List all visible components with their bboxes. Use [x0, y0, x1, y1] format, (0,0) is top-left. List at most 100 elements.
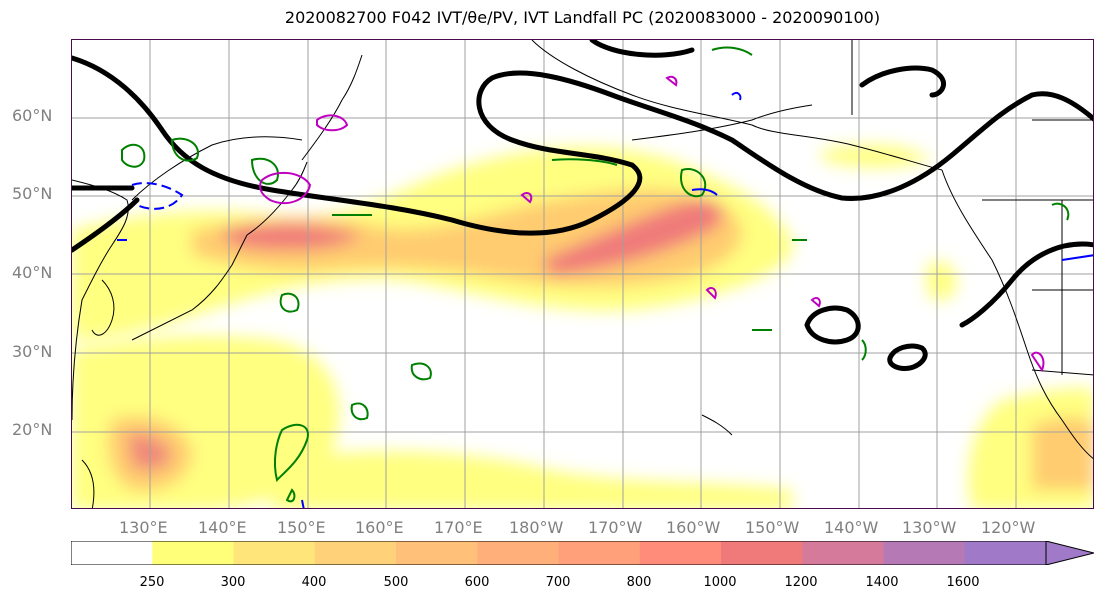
colorbar-tick-300: 300 — [220, 575, 246, 590]
mag-7 — [665, 75, 678, 87]
colorbar-extend-arrow — [1045, 541, 1094, 565]
pv-5 — [273, 423, 309, 482]
mag-4 — [705, 287, 717, 300]
coast-asia — [72, 179, 129, 421]
lon-label-130w: 130°W — [902, 518, 957, 537]
lon-label-140w: 140°W — [824, 518, 879, 537]
colorbar-segment — [233, 541, 316, 565]
landfall-contours — [72, 40, 1093, 371]
mag-6 — [1030, 351, 1045, 373]
mag-5 — [810, 296, 821, 308]
lon-label-120w: 120°W — [981, 518, 1036, 537]
magenta-contours — [259, 75, 1045, 373]
coast-kuril — [246, 161, 308, 236]
ivt-shading — [72, 144, 1093, 508]
pv-12 — [711, 46, 753, 56]
colorbar-tick-1600: 1600 — [946, 575, 980, 590]
lat-label-60: 60°N — [12, 106, 53, 125]
colorbar-segment — [71, 541, 153, 565]
coast-alaska — [531, 40, 943, 171]
pv-2 — [170, 137, 199, 162]
lon-label-170w: 170°W — [588, 518, 643, 537]
ivt-east-mid — [1032, 417, 1093, 490]
landfall-top-1 — [589, 40, 695, 58]
pv-1 — [121, 143, 146, 168]
border-states — [1032, 119, 1093, 375]
pv-3 — [250, 157, 279, 185]
landfall-east — [959, 241, 1093, 328]
colorbar-segment — [152, 541, 234, 565]
theta-3 — [301, 499, 305, 508]
coast-nw-america — [941, 169, 1093, 459]
map-svg — [72, 40, 1093, 508]
mag-1 — [259, 171, 312, 205]
colorbar-segment — [721, 541, 803, 565]
colorbar-segment — [396, 541, 478, 565]
lat-label-40: 40°N — [12, 263, 53, 282]
graticule — [72, 40, 1093, 508]
lon-label-140e: 140°E — [198, 518, 247, 537]
colorbar-segments — [71, 541, 1047, 565]
theta-4 — [1061, 254, 1093, 261]
landfall-southwest — [72, 197, 140, 253]
theta-5 — [691, 188, 718, 196]
lon-label-150w: 150°W — [745, 518, 800, 537]
colorbar-segment — [883, 541, 966, 565]
pv-contours — [121, 46, 1070, 503]
colorbar-segment — [558, 541, 641, 565]
colorbar-tick-800: 800 — [626, 575, 652, 590]
colorbar-segment — [639, 541, 722, 565]
colorbar-tick-700: 700 — [545, 575, 571, 590]
lon-label-160e: 160°E — [355, 518, 404, 537]
figure-title: 2020082700 F042 IVT/θe/PV, IVT Landfall … — [284, 8, 881, 27]
landfall-ring-2 — [887, 343, 928, 371]
ivt-tropics-south — [272, 451, 792, 508]
pv-16 — [285, 488, 296, 503]
lat-label-50: 50°N — [12, 184, 53, 203]
lon-label-170e: 170°E — [434, 518, 483, 537]
coast-kamchatka — [301, 54, 363, 161]
ivt-gulf — [822, 144, 932, 168]
lat-label-30: 30°N — [12, 342, 53, 361]
borders — [851, 40, 1093, 376]
coastlines — [72, 40, 1093, 508]
coast-korea — [91, 279, 115, 336]
theta-1 — [131, 182, 184, 210]
pv-7 — [410, 362, 432, 381]
pv-10 — [861, 339, 867, 361]
colorbar-tick-500: 500 — [383, 575, 409, 590]
mag-3 — [520, 192, 533, 204]
colorbar-segment — [802, 541, 884, 565]
landfall-top-2 — [859, 65, 946, 98]
coast-okhotsk — [131, 136, 303, 201]
colorbar-segment — [964, 541, 1047, 565]
lat-label-20: 20°N — [12, 420, 53, 439]
lon-label-180w: 180°W — [509, 518, 564, 537]
lon-label-160w: 160°W — [666, 518, 721, 537]
pv-6 — [350, 402, 369, 421]
colorbar-segment — [477, 541, 559, 565]
colorbar-segment — [314, 541, 397, 565]
colorbar-tick-1000: 1000 — [703, 575, 737, 590]
pv-9 — [680, 168, 707, 198]
landfall-ring-1 — [804, 305, 861, 345]
colorbar — [71, 541, 1094, 565]
theta-6 — [731, 91, 742, 101]
map-panel — [71, 39, 1094, 509]
pv-8 — [551, 158, 618, 166]
mag-2 — [316, 114, 349, 132]
ivt-core-east — [542, 199, 723, 275]
colorbar-tick-1200: 1200 — [784, 575, 818, 590]
colorbar-tick-600: 600 — [464, 575, 490, 590]
colorbar-tick-400: 400 — [301, 575, 327, 590]
lon-label-150e: 150°E — [277, 518, 326, 537]
coast-aleutians — [631, 104, 813, 141]
theta-contours — [117, 91, 1093, 508]
colorbar-tick-250: 250 — [139, 575, 165, 590]
colorbar-tick-1400: 1400 — [865, 575, 899, 590]
ivt-east-small — [927, 261, 957, 301]
pv-4 — [279, 292, 300, 313]
pv-11 — [1051, 202, 1070, 221]
coast-philippines — [81, 459, 95, 508]
coast-hawaii — [701, 414, 733, 436]
